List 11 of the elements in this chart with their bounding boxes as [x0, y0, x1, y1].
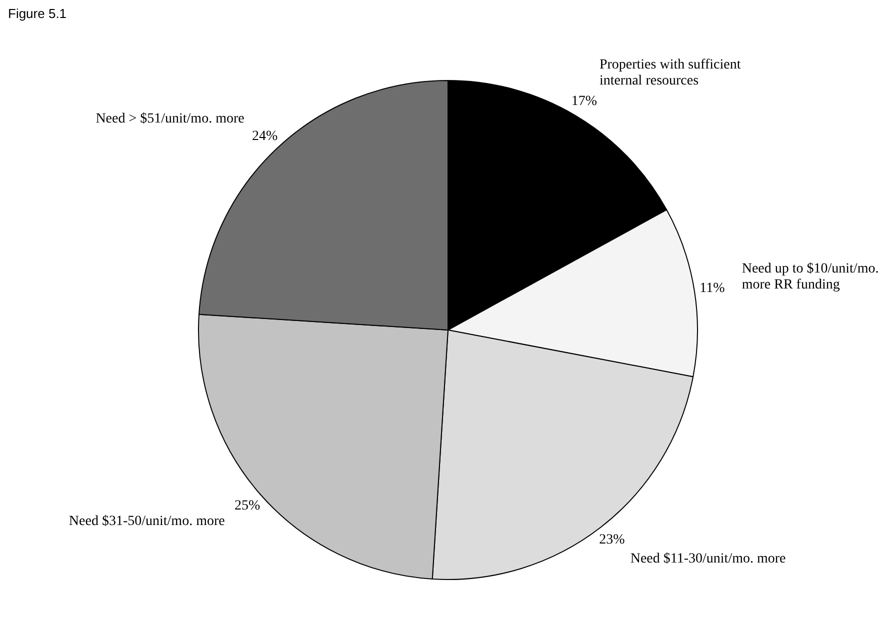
data-label: 25% [234, 498, 261, 514]
slice-label: Need $11-30/unit/mo. more [630, 551, 786, 566]
data-label: 11% [700, 281, 726, 296]
slice-label: Properties with sufficient internal resources [599, 57, 741, 88]
data-label: 23% [599, 532, 626, 548]
data-label: 17% [571, 94, 598, 110]
slice-label: Need up to $10/unit/mo. more RR funding [742, 261, 879, 292]
data-label: 24% [252, 129, 278, 144]
slice-label: Need $31-50/unit/mo. more [68, 514, 225, 530]
chart-title: Figure 5.1 [8, 6, 67, 21]
slice-label: Need > $51/unit/mo. more [96, 112, 244, 127]
